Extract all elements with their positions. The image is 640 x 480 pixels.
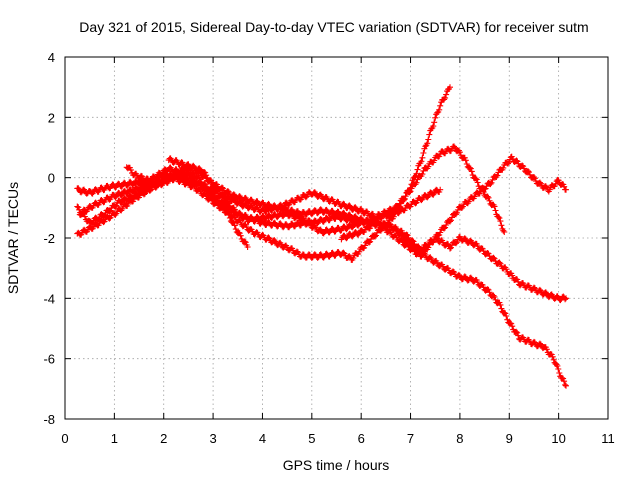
data-point-markers: [165, 153, 569, 260]
x-tick-label: 7: [407, 431, 414, 446]
x-tick-label: 6: [358, 431, 365, 446]
x-tick-label: 4: [259, 431, 266, 446]
x-tick-label: 2: [160, 431, 167, 446]
x-tick-label: 3: [209, 431, 216, 446]
data-series: [74, 84, 569, 389]
series-track-7: [338, 218, 569, 389]
x-tick-label: 10: [551, 431, 565, 446]
x-axis-label: GPS time / hours: [283, 457, 390, 473]
y-tick-label: -4: [43, 291, 55, 306]
y-tick-label: -8: [43, 412, 55, 427]
data-point-markers: [338, 218, 569, 389]
x-tick-label: 5: [308, 431, 315, 446]
y-tick-label: -6: [43, 352, 55, 367]
plot-frame: [64, 56, 609, 420]
x-tick-label: 8: [456, 431, 463, 446]
y-tick-label: 2: [48, 110, 55, 125]
chart-title: Day 321 of 2015, Sidereal Day-to-day VTE…: [79, 19, 588, 35]
data-point-markers: [76, 84, 453, 263]
axis-ticks: 0 1 2 3 4 5 6 7 8 9 10 11 -8 -6 -4 -2 0 2 4: [43, 50, 614, 446]
x-tick-label: 9: [506, 431, 513, 446]
y-tick-label: -2: [43, 231, 55, 246]
x-tick-label: 11: [601, 431, 615, 446]
y-axis-label: SDTVAR / TECUs: [5, 182, 21, 294]
y-tick-label: 0: [48, 171, 55, 186]
x-tick-label: 0: [61, 431, 68, 446]
y-tick-label: 4: [48, 50, 55, 65]
x-tick-label: 1: [111, 431, 118, 446]
grid-lines: [65, 57, 608, 419]
series-track-4: [76, 84, 453, 263]
